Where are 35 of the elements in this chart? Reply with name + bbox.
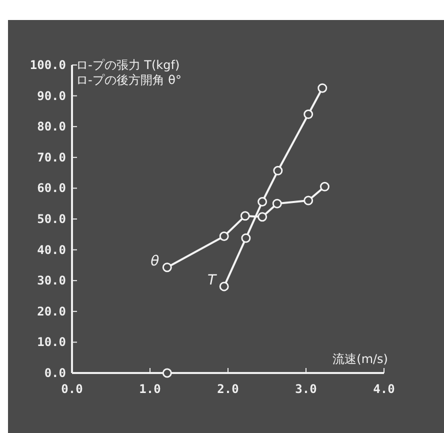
series-label: T [208, 272, 218, 288]
series-label: θ [150, 253, 160, 270]
x-tick-label: 4.0 [373, 382, 395, 396]
x-tick-label: 3.0 [295, 382, 317, 396]
y-tick-label: 10.0 [37, 335, 66, 350]
x-axis-title: 流速(m/s) [332, 352, 388, 366]
point [240, 211, 250, 221]
y-tick-label: 100.0 [30, 58, 66, 72]
y-tick-label: 40.0 [37, 242, 66, 257]
x-tick-label: 2.0 [217, 382, 239, 396]
y-tick-label: 70.0 [37, 150, 66, 164]
annotation: ロ-プの後方開角 θ° [76, 73, 182, 87]
point [318, 83, 328, 93]
point [219, 282, 229, 292]
y-tick-label: 90.0 [37, 88, 66, 103]
y-tick-label: 60.0 [37, 181, 66, 196]
point [304, 110, 314, 120]
x-tick-label: 1.0 [139, 382, 161, 396]
point [258, 197, 268, 206]
y-tick-label: 0.0 [44, 366, 66, 380]
point [273, 166, 283, 176]
y-tick-label: 30.0 [37, 274, 66, 288]
point [162, 262, 172, 272]
y-tick-label: 50.0 [37, 212, 66, 226]
y-tick-label: 80.0 [37, 120, 66, 134]
point [320, 182, 330, 192]
point [304, 196, 314, 206]
x-tick-label: 0.0 [61, 382, 83, 396]
point [219, 232, 229, 241]
point [258, 212, 268, 222]
y-axis-title: ロ-プの張力 T(kgf) [76, 58, 180, 72]
point [162, 368, 172, 378]
y-tick-label: 20.0 [37, 304, 66, 318]
point [272, 198, 282, 208]
point [241, 233, 251, 243]
